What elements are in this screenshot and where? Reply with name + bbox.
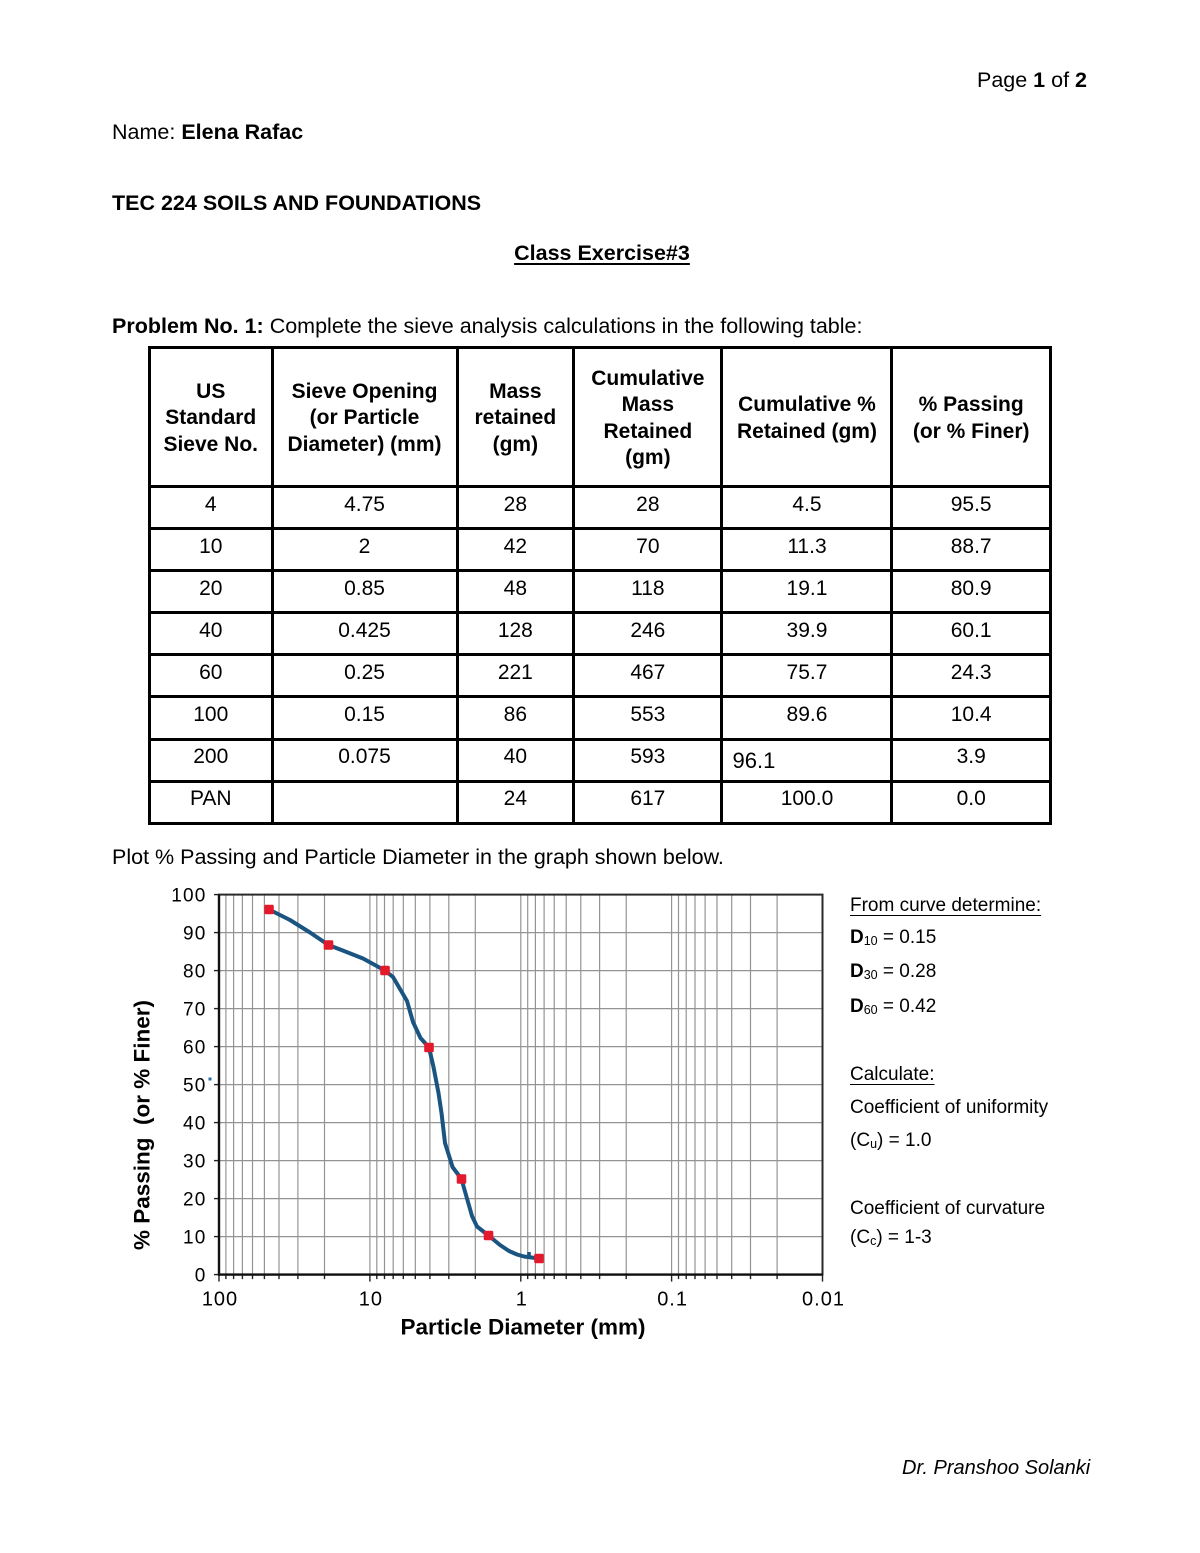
svg-text:10: 10 — [359, 1289, 383, 1311]
svg-text:30: 30 — [183, 1151, 207, 1172]
svg-text:20: 20 — [183, 1189, 207, 1210]
svg-text:80: 80 — [183, 961, 207, 982]
svg-text:60: 60 — [183, 1037, 207, 1058]
svg-text:Particle Diameter (mm): Particle Diameter (mm) — [400, 1315, 645, 1340]
svg-text:0: 0 — [195, 1265, 207, 1286]
svg-text:50: 50 — [183, 1075, 207, 1096]
svg-text:40: 40 — [183, 1113, 207, 1134]
svg-text:100: 100 — [202, 1289, 238, 1311]
svg-text:100: 100 — [171, 885, 206, 906]
svg-text:10: 10 — [183, 1227, 207, 1248]
svg-text:% Passing (or % Finer): % Passing (or % Finer) — [130, 1000, 155, 1250]
svg-text:0.1: 0.1 — [657, 1289, 688, 1311]
svg-text:70: 70 — [183, 999, 207, 1020]
svg-text:0.01: 0.01 — [802, 1289, 845, 1311]
svg-text:90: 90 — [183, 923, 207, 944]
svg-text:1: 1 — [516, 1289, 528, 1311]
